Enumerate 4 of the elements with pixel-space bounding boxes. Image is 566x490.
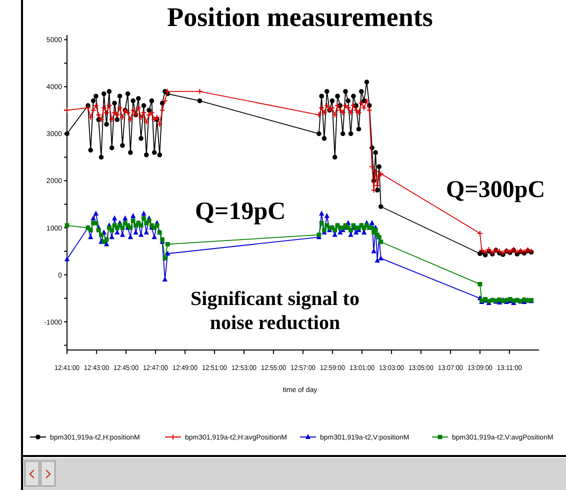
annotation: Significant signal to noise reduction bbox=[190, 288, 360, 334]
annotation: Q=300pC bbox=[446, 177, 546, 203]
annotation: Q=19pC bbox=[195, 198, 286, 225]
chart-title: Position measurements bbox=[167, 2, 433, 32]
